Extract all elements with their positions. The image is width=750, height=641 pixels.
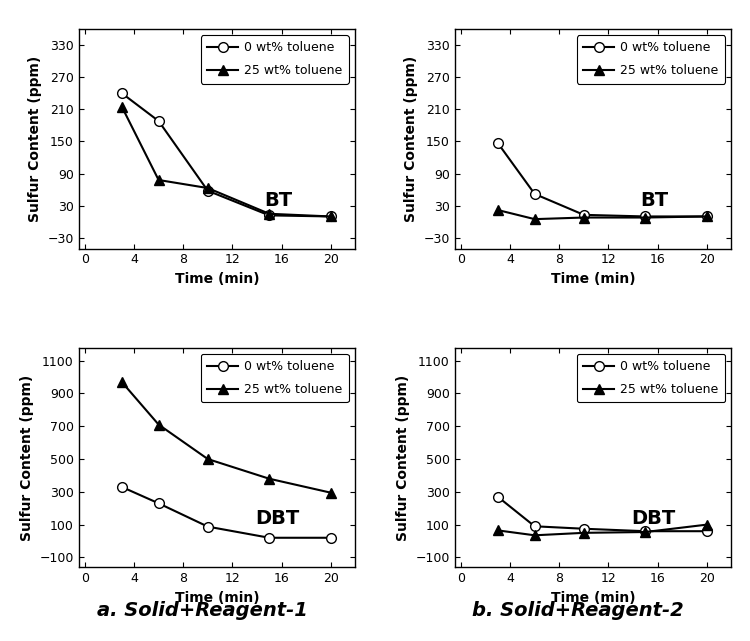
25 wt% toluene: [265, 210, 274, 218]
0 wt% toluene: [494, 139, 502, 147]
25 wt% toluene: [117, 378, 126, 386]
0 wt% toluene: [494, 493, 502, 501]
0 wt% toluene: [154, 499, 163, 507]
Text: b. Solid+Reagent-2: b. Solid+Reagent-2: [472, 601, 683, 620]
Y-axis label: Sulfur Content (ppm): Sulfur Content (ppm): [20, 374, 34, 540]
25 wt% toluene: [640, 528, 650, 536]
25 wt% toluene: [702, 520, 711, 528]
X-axis label: Time (min): Time (min): [175, 591, 260, 604]
25 wt% toluene: [265, 475, 274, 483]
Line: 25 wt% toluene: 25 wt% toluene: [493, 205, 712, 224]
0 wt% toluene: [154, 117, 163, 125]
0 wt% toluene: [530, 522, 539, 530]
Text: BT: BT: [264, 191, 292, 210]
25 wt% toluene: [117, 103, 126, 110]
0 wt% toluene: [326, 213, 335, 221]
25 wt% toluene: [326, 213, 335, 221]
25 wt% toluene: [203, 455, 212, 463]
0 wt% toluene: [579, 211, 588, 219]
25 wt% toluene: [326, 489, 335, 497]
Text: BT: BT: [640, 191, 668, 210]
Line: 25 wt% toluene: 25 wt% toluene: [117, 377, 335, 497]
Line: 25 wt% toluene: 25 wt% toluene: [117, 102, 335, 221]
Legend: 0 wt% toluene, 25 wt% toluene: 0 wt% toluene, 25 wt% toluene: [201, 354, 349, 403]
0 wt% toluene: [702, 528, 711, 535]
Y-axis label: Sulfur Content (ppm): Sulfur Content (ppm): [28, 56, 42, 222]
0 wt% toluene: [265, 212, 274, 219]
Legend: 0 wt% toluene, 25 wt% toluene: 0 wt% toluene, 25 wt% toluene: [201, 35, 349, 83]
Legend: 0 wt% toluene, 25 wt% toluene: 0 wt% toluene, 25 wt% toluene: [577, 354, 725, 403]
25 wt% toluene: [154, 420, 163, 428]
0 wt% toluene: [579, 525, 588, 533]
0 wt% toluene: [530, 190, 539, 198]
0 wt% toluene: [117, 89, 126, 97]
25 wt% toluene: [579, 213, 588, 221]
25 wt% toluene: [640, 213, 650, 221]
X-axis label: Time (min): Time (min): [550, 591, 635, 604]
Line: 0 wt% toluene: 0 wt% toluene: [493, 138, 712, 221]
Text: DBT: DBT: [256, 510, 300, 528]
Line: 0 wt% toluene: 0 wt% toluene: [117, 482, 335, 543]
Text: DBT: DBT: [632, 510, 676, 528]
Line: 25 wt% toluene: 25 wt% toluene: [493, 520, 712, 540]
0 wt% toluene: [203, 523, 212, 531]
25 wt% toluene: [702, 213, 711, 221]
0 wt% toluene: [117, 483, 126, 491]
0 wt% toluene: [326, 534, 335, 542]
0 wt% toluene: [702, 213, 711, 221]
Text: a. Solid+Reagent-1: a. Solid+Reagent-1: [97, 601, 308, 620]
0 wt% toluene: [203, 187, 212, 195]
25 wt% toluene: [154, 176, 163, 184]
25 wt% toluene: [579, 529, 588, 537]
25 wt% toluene: [203, 184, 212, 192]
X-axis label: Time (min): Time (min): [550, 272, 635, 286]
25 wt% toluene: [530, 215, 539, 223]
25 wt% toluene: [494, 526, 502, 534]
0 wt% toluene: [265, 534, 274, 542]
Line: 0 wt% toluene: 0 wt% toluene: [493, 492, 712, 536]
Legend: 0 wt% toluene, 25 wt% toluene: 0 wt% toluene, 25 wt% toluene: [577, 35, 725, 83]
Line: 0 wt% toluene: 0 wt% toluene: [117, 88, 335, 221]
X-axis label: Time (min): Time (min): [175, 272, 260, 286]
0 wt% toluene: [640, 528, 650, 535]
25 wt% toluene: [494, 206, 502, 214]
25 wt% toluene: [530, 531, 539, 539]
Y-axis label: Sulfur Content (ppm): Sulfur Content (ppm): [404, 56, 418, 222]
Y-axis label: Sulfur Content (ppm): Sulfur Content (ppm): [396, 374, 410, 540]
0 wt% toluene: [640, 213, 650, 221]
